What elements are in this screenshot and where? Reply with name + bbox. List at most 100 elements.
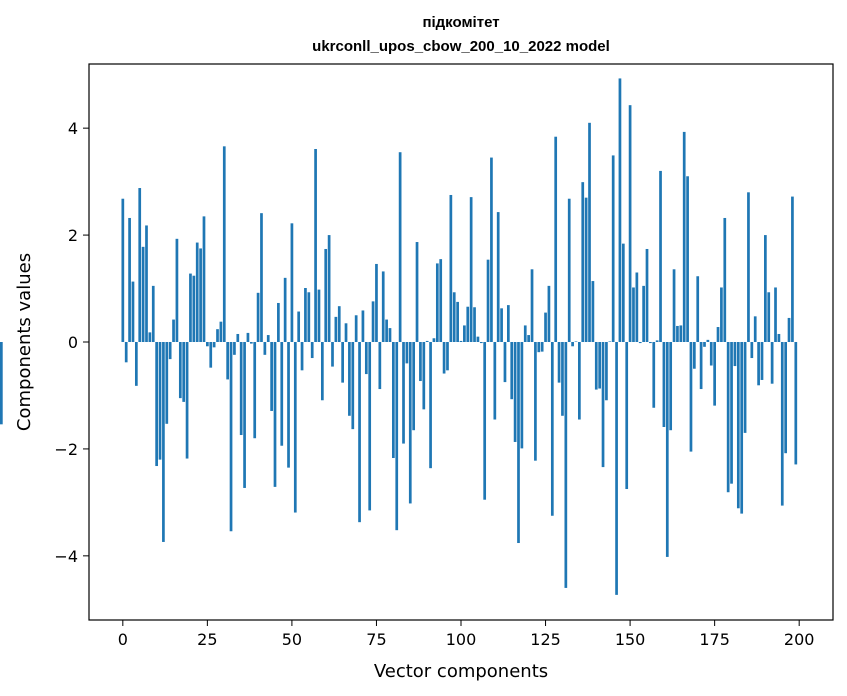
bar — [564, 342, 568, 588]
bar — [503, 342, 507, 383]
bar — [165, 342, 169, 424]
bar — [692, 342, 696, 369]
bar — [290, 223, 294, 342]
bar — [757, 342, 760, 386]
bar — [747, 192, 750, 342]
bar — [249, 342, 253, 344]
bar — [578, 342, 581, 420]
bar — [517, 342, 520, 544]
bar — [368, 342, 372, 511]
bar — [760, 342, 764, 380]
y-tick-label: −4 — [54, 547, 78, 566]
bar — [334, 316, 338, 342]
bar — [561, 342, 564, 416]
bar — [260, 213, 263, 342]
bar — [327, 235, 331, 342]
bar — [730, 342, 733, 484]
bar — [148, 332, 152, 342]
bar — [594, 342, 598, 390]
bar — [341, 342, 344, 383]
bar — [736, 342, 740, 509]
x-tick-label: 50 — [282, 630, 302, 649]
bar — [300, 342, 304, 371]
bar — [172, 319, 175, 342]
bar — [206, 342, 209, 347]
bar — [686, 176, 689, 342]
bar — [145, 225, 148, 342]
bar — [638, 342, 642, 344]
bar — [151, 285, 155, 342]
bar — [780, 342, 784, 506]
bar — [618, 78, 622, 343]
bar — [158, 342, 162, 460]
bar — [709, 342, 713, 366]
x-axis-ticks: 0 25 50 75 100 125 150 175 200 — [118, 620, 814, 649]
bar — [676, 325, 679, 342]
bar — [398, 152, 402, 342]
bar — [608, 341, 612, 342]
bar — [344, 323, 348, 342]
bar — [557, 342, 561, 383]
bar — [513, 342, 517, 442]
bar — [554, 136, 558, 342]
bar — [770, 342, 774, 384]
bar — [354, 315, 358, 342]
y-tick-label: −2 — [54, 440, 78, 459]
x-axis-label: Vector components — [374, 661, 548, 682]
bar — [652, 342, 656, 408]
bar — [222, 146, 226, 342]
bar — [669, 342, 673, 431]
bar — [408, 342, 412, 504]
bar — [199, 248, 202, 342]
bar — [784, 342, 788, 454]
bar — [270, 342, 273, 411]
bar — [141, 246, 145, 342]
bar — [632, 287, 635, 342]
bar — [699, 342, 703, 390]
bar — [767, 292, 771, 342]
bar — [642, 285, 645, 342]
bar — [381, 271, 385, 342]
bar — [425, 340, 429, 342]
bar — [588, 122, 591, 342]
bar — [256, 292, 260, 342]
bar — [625, 342, 629, 490]
bar — [178, 342, 182, 399]
x-tick-label: 100 — [446, 630, 477, 649]
y-axis-label: Components values — [14, 253, 35, 431]
bar — [429, 342, 432, 469]
bar — [665, 342, 669, 557]
bar — [307, 292, 311, 342]
bar — [392, 342, 395, 459]
bar — [689, 342, 693, 452]
bar — [463, 325, 466, 342]
bar — [182, 342, 186, 402]
bar — [216, 329, 219, 342]
y-axis-ticks: −4 −2 0 2 4 — [54, 119, 89, 566]
bar — [635, 272, 639, 342]
bar — [439, 259, 443, 342]
bar — [229, 342, 233, 532]
bar — [479, 342, 483, 344]
bar — [601, 342, 605, 468]
bar — [287, 342, 290, 468]
bar — [371, 301, 375, 342]
bar — [351, 342, 355, 430]
bar — [527, 335, 530, 342]
bar — [547, 285, 551, 342]
bar — [774, 287, 777, 342]
bar — [523, 325, 527, 342]
x-tick-label: 75 — [366, 630, 386, 649]
bar — [297, 311, 301, 342]
bar — [175, 238, 179, 342]
bar — [273, 342, 277, 487]
bar — [395, 342, 399, 531]
bar — [138, 188, 142, 342]
bar — [591, 281, 595, 342]
bar — [740, 342, 744, 514]
x-tick-label: 25 — [197, 630, 217, 649]
bar — [435, 263, 439, 342]
bar — [764, 235, 767, 342]
bar — [348, 342, 351, 416]
bar — [605, 342, 608, 401]
